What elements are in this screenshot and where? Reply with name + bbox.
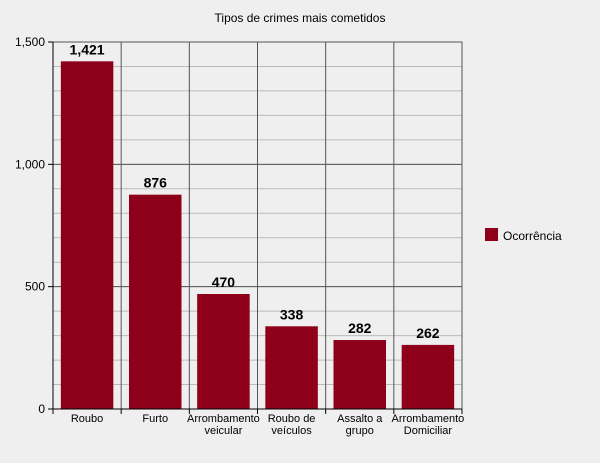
x-category-label: Assalto a grupo — [337, 413, 383, 437]
chart-title: Tipos de crimes mais cometidos — [215, 11, 386, 25]
bar — [129, 194, 182, 409]
y-tick-label: 1,000 — [15, 157, 45, 171]
value-label: 876 — [144, 175, 168, 191]
x-category-label: Roubo de veículos — [268, 413, 316, 437]
y-tick-label: 1,500 — [15, 35, 45, 49]
value-label: 1,421 — [70, 41, 105, 57]
x-category-label: Arrombamento Domiciliar — [392, 413, 465, 437]
x-category-label: Furto — [142, 413, 168, 425]
bars — [60, 61, 455, 409]
value-label: 282 — [348, 320, 372, 336]
bar — [401, 344, 455, 409]
value-labels: 1,421 876 470 338 282 262 — [70, 41, 440, 341]
y-tick-label: 500 — [25, 280, 45, 294]
grid — [52, 41, 463, 410]
legend: Ocorrência — [485, 228, 562, 243]
legend-swatch — [485, 228, 498, 241]
bar — [60, 61, 114, 409]
x-axis: Roubo Furto Arrombamento veicular Roubo de ve… — [52, 408, 465, 437]
value-label: 470 — [212, 274, 236, 290]
bar — [197, 294, 250, 409]
legend-label: Ocorrência — [503, 229, 562, 243]
y-tick-label: 0 — [38, 402, 45, 416]
x-category-label: Roubo — [71, 413, 103, 425]
y-axis: 0 500 1,000 1,500 — [15, 35, 54, 416]
value-label: 262 — [416, 325, 440, 341]
x-category-label: Arrombamento veicular — [187, 413, 260, 437]
bar — [265, 326, 318, 409]
bar — [333, 340, 386, 409]
value-label: 338 — [280, 306, 304, 322]
